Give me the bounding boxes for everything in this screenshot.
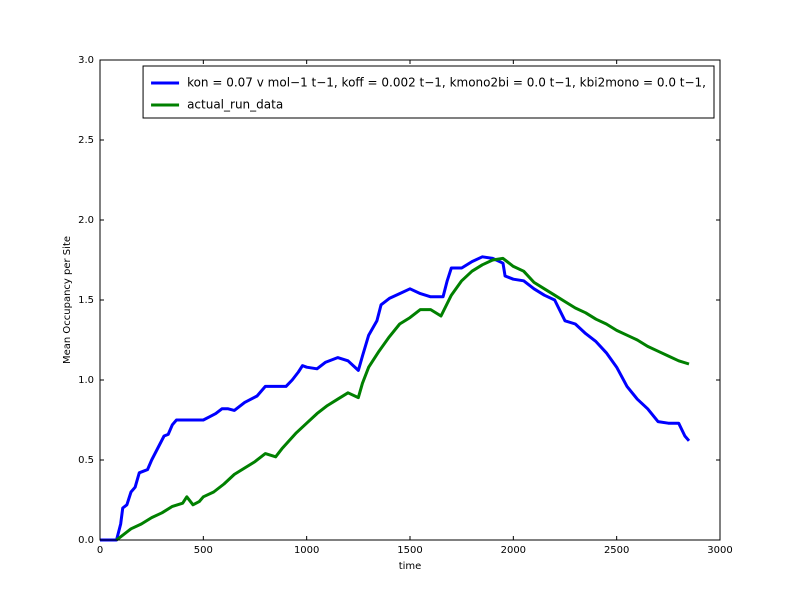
x-axis-label: time (399, 561, 422, 572)
y-tick-label: 3.0 (78, 55, 94, 66)
x-tick-label: 1500 (397, 545, 422, 556)
series-line (100, 255, 691, 542)
legend-label: actual_run_data (187, 98, 283, 112)
legend-frame (142, 65, 715, 119)
y-tick-label: 1.0 (78, 375, 94, 386)
y-tick-label: 0.0 (78, 535, 94, 546)
y-axis-label: Mean Occupancy per Site (62, 236, 73, 364)
y-tick-label: 2.5 (78, 135, 94, 146)
legend: kon = 0.07 v mol−1 t−1, koff = 0.002 t−1… (142, 65, 715, 119)
legend-label: kon = 0.07 v mol−1 t−1, koff = 0.002 t−1… (187, 76, 706, 90)
series-line (115, 256, 690, 542)
y-tick-label: 2.0 (78, 215, 94, 226)
x-tick-label: 1000 (294, 545, 319, 556)
y-tick-label: 0.5 (78, 455, 94, 466)
x-tick-label: 500 (194, 545, 213, 556)
x-tick-label: 2000 (501, 545, 526, 556)
x-tick-label: 0 (97, 545, 103, 556)
x-tick-label: 2500 (604, 545, 629, 556)
y-tick-label: 1.5 (78, 295, 94, 306)
x-tick-label: 3000 (707, 545, 732, 556)
